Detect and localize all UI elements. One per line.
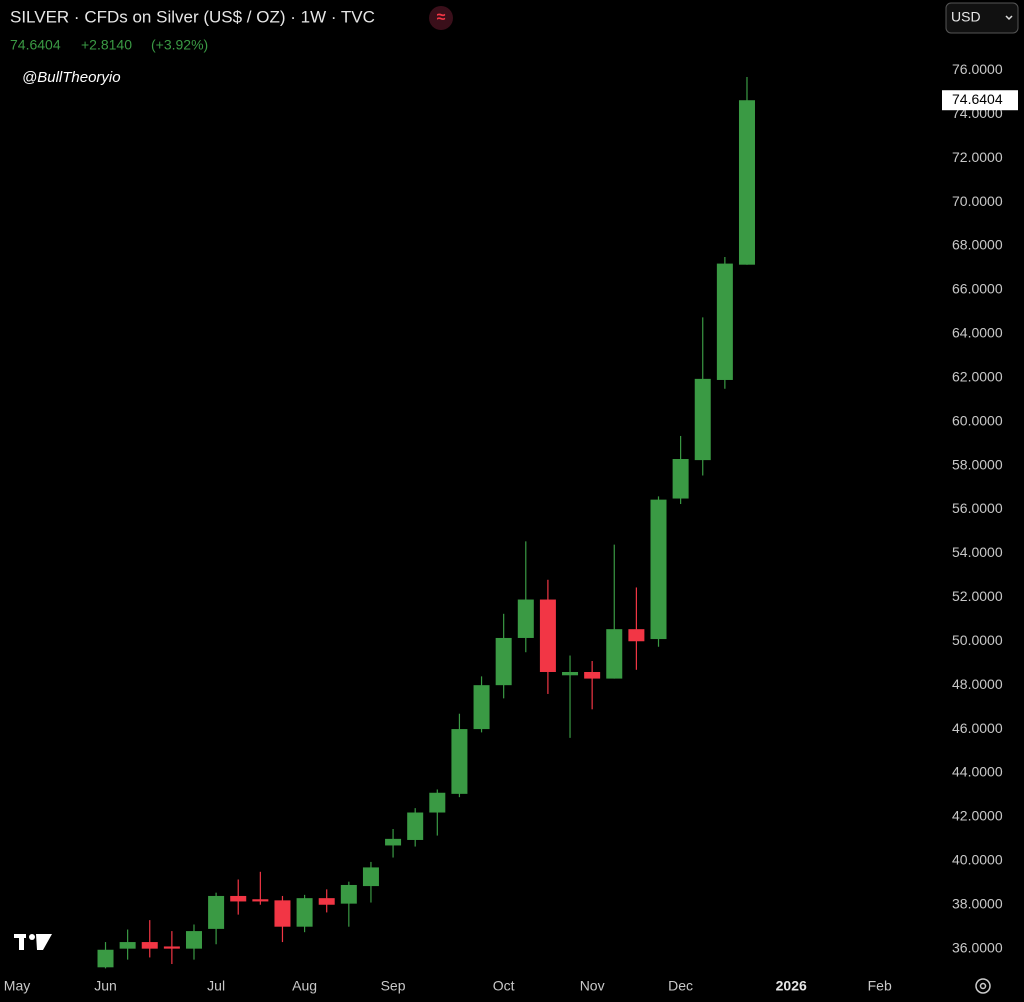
candle-body (97, 949, 114, 968)
y-tick-label: 72.0000 (952, 149, 1003, 165)
y-tick-label: 52.0000 (952, 588, 1003, 604)
y-tick-label: 68.0000 (952, 237, 1003, 253)
y-tick-label: 50.0000 (952, 632, 1003, 648)
y-tick-label: 36.0000 (952, 939, 1003, 955)
candle-body (694, 378, 711, 461)
candle-body (738, 100, 755, 265)
x-tick-label: 2026 (776, 978, 807, 994)
tv-logo (14, 934, 52, 950)
candle-body (296, 898, 313, 927)
y-tick-label: 56.0000 (952, 500, 1003, 516)
x-tick-label: Nov (580, 978, 605, 994)
candle-body (606, 629, 623, 679)
quote-last: 74.6404 (10, 37, 61, 53)
candle-body (141, 942, 158, 949)
candle-body (252, 899, 269, 902)
y-tick-label: 42.0000 (952, 808, 1003, 824)
quote-change-pct: (+3.92%) (151, 37, 208, 53)
candle-body (628, 629, 645, 642)
candle-body (385, 838, 402, 846)
candle-body (274, 900, 291, 927)
currency-label: USD (951, 9, 981, 25)
y-tick-label: 64.0000 (952, 325, 1003, 341)
candle-body (407, 812, 424, 840)
y-tick-label: 76.0000 (952, 61, 1003, 77)
y-tick-label: 48.0000 (952, 676, 1003, 692)
y-tick-label: 62.0000 (952, 368, 1003, 384)
y-tick-label: 46.0000 (952, 720, 1003, 736)
logo-part (19, 934, 24, 950)
currency-box (945, 2, 1019, 34)
logo-part (29, 934, 35, 940)
candle-body (429, 792, 446, 813)
candle-body (163, 946, 180, 949)
gear (975, 978, 991, 994)
y-tick-label: 44.0000 (952, 764, 1003, 780)
y-tick-label: 60.0000 (952, 412, 1003, 428)
candle-body (185, 931, 202, 949)
currency-select[interactable]: USD (945, 2, 1019, 34)
x-tick-label: Aug (292, 978, 317, 994)
x-tick-label: Sep (381, 978, 406, 994)
candle-body (584, 671, 601, 679)
candle-body (672, 459, 689, 499)
x-tick-label: Jun (94, 978, 117, 994)
chart-title: SILVER · CFDs on Silver (US$ / OZ) · 1W … (10, 7, 375, 26)
gear-center (979, 982, 987, 990)
y-tick-label: 58.0000 (952, 456, 1003, 472)
candle-body (340, 884, 357, 904)
x-tick-label: Jul (207, 978, 225, 994)
quote-change: +2.8140 (81, 37, 132, 53)
x-tick-label: Oct (493, 978, 515, 994)
y-tick-label: 66.0000 (952, 281, 1003, 297)
candle-body (517, 599, 534, 638)
candle-body (362, 867, 379, 887)
candle-body (495, 637, 512, 686)
candle-body (230, 895, 247, 902)
candle-body (473, 685, 490, 730)
y-tick-label: 54.0000 (952, 544, 1003, 560)
chevron (1005, 15, 1013, 21)
candle-body (716, 263, 733, 380)
candle-body (451, 729, 468, 794)
x-tick-label: Dec (668, 978, 693, 994)
x-tick-label: Feb (868, 978, 892, 994)
logo-part (36, 934, 52, 950)
icon-glyph: ≈ (437, 9, 446, 26)
y-tick-label: 40.0000 (952, 852, 1003, 868)
candle-body (562, 671, 579, 676)
x-tick-label: May (4, 978, 30, 994)
candle-body (119, 942, 136, 949)
icon-bg (429, 6, 453, 30)
y-tick-label: 38.0000 (952, 895, 1003, 911)
settings-icon[interactable] (975, 978, 991, 994)
watermark: @BullTheoryio (22, 69, 121, 86)
indicator-icon[interactable]: ≈ (429, 6, 453, 30)
last-price-label: 74.6404 (952, 91, 1003, 107)
candle-body (650, 499, 667, 640)
candle-body (208, 895, 225, 929)
candle-body (318, 898, 335, 905)
candle-body (539, 599, 556, 672)
last-price-box (942, 90, 1018, 111)
y-tick-label: 70.0000 (952, 193, 1003, 209)
